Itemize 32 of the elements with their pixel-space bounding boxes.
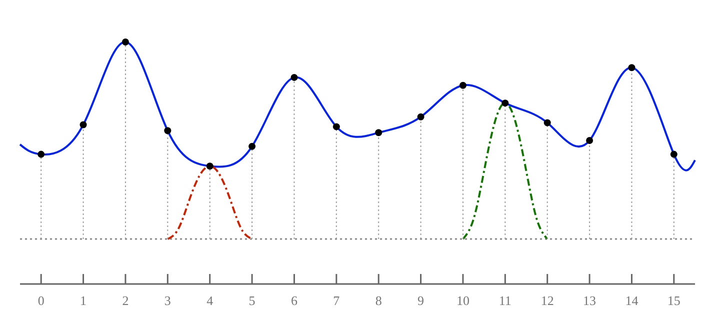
point bbox=[332, 123, 340, 130]
x-tick-label: 5 bbox=[248, 293, 256, 308]
x-tick-label: 11 bbox=[498, 293, 512, 308]
point bbox=[38, 150, 45, 158]
x-tick-label: 8 bbox=[375, 293, 382, 308]
point bbox=[417, 113, 424, 120]
x-tick-label: 2 bbox=[122, 293, 129, 308]
x-tick-label: 4 bbox=[206, 293, 214, 308]
x-tick-label: 14 bbox=[625, 293, 639, 308]
x-tick-label: 6 bbox=[290, 293, 298, 308]
point bbox=[206, 162, 214, 170]
point bbox=[248, 142, 256, 150]
point bbox=[586, 137, 594, 144]
point bbox=[375, 129, 382, 136]
x-tick-label: 13 bbox=[583, 293, 596, 308]
x-tick-label: 0 bbox=[38, 293, 44, 308]
point bbox=[502, 100, 509, 107]
point bbox=[80, 121, 87, 128]
x-tick-label: 7 bbox=[333, 293, 340, 308]
point bbox=[670, 150, 678, 158]
point bbox=[164, 127, 172, 134]
x-tick-label: 9 bbox=[418, 293, 424, 308]
point bbox=[459, 82, 466, 89]
point bbox=[122, 38, 129, 46]
x-tick-label: 15 bbox=[667, 293, 680, 308]
point bbox=[544, 119, 551, 126]
x-tick-label: 12 bbox=[540, 293, 554, 308]
x-tick-label: 1 bbox=[80, 293, 87, 308]
point bbox=[628, 64, 636, 72]
point bbox=[290, 74, 298, 81]
x-tick-label: 10 bbox=[456, 293, 470, 308]
x-tick-label: 3 bbox=[164, 293, 171, 308]
